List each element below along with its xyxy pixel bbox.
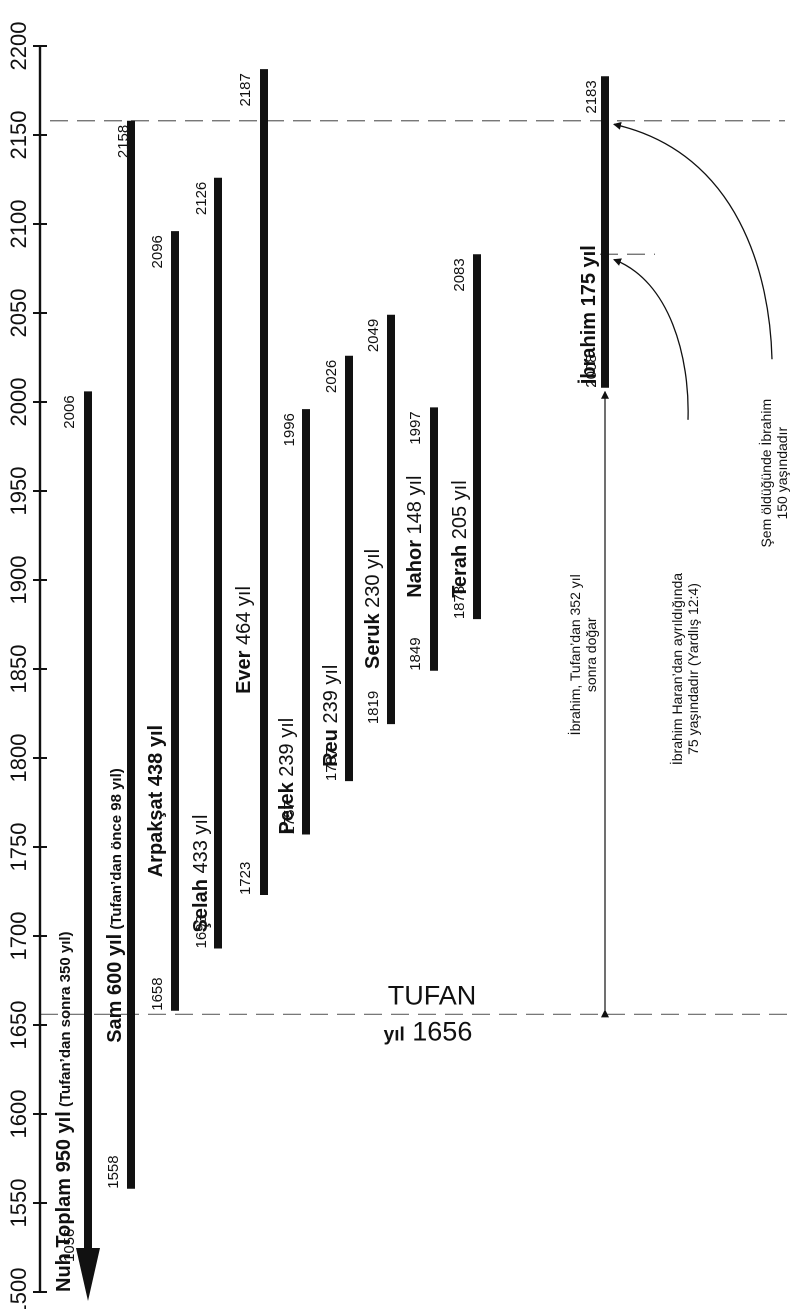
bar-end-label-10: 2183	[583, 80, 600, 113]
axis-tick-label-1550: 1550	[6, 1179, 31, 1228]
axis-tick-label-1950: 1950	[6, 467, 31, 516]
axis-tick-label-1800: 1800	[6, 734, 31, 783]
bar-start-label-6: 1787	[323, 748, 340, 781]
bar-name-label-1: Sam 600 yıl (Tufan’dan önce 98 yıl)	[104, 768, 126, 1043]
bar-name-label-10: İbrahim 175 yıl	[577, 245, 600, 384]
axis-tick-label-2050: 2050	[6, 289, 31, 338]
bar-end-label-2: 2096	[149, 235, 166, 268]
annotation-haran-line-1: 75 yaşındadır (Yardlış 12:4)	[685, 583, 701, 755]
bar-name-label-6: Reu 239 yıl	[320, 665, 342, 767]
bar-start-label-2: 1658	[149, 977, 166, 1010]
axis-tick-label-1750: 1750	[6, 823, 31, 872]
bar-end-label-6: 2026	[323, 360, 340, 393]
axis-tick-label-1900: 1900	[6, 556, 31, 605]
bar-name-label-5: Pelek 239 yıl	[276, 718, 298, 835]
axis-tick-label-2150: 2150	[6, 111, 31, 160]
axis-tick-label-1700: 1700	[6, 912, 31, 961]
bar-start-label-7: 1819	[365, 691, 382, 724]
bar-start-label-1: 1558	[105, 1155, 122, 1188]
bar-start-label-3: 1693	[193, 915, 210, 948]
bar-end-label-3: 2126	[193, 182, 210, 215]
bar-end-label-4: 2187	[237, 73, 254, 106]
haran-pointer-arrow	[613, 258, 689, 420]
axis-tick-label-2200: 2200	[6, 22, 31, 71]
annotation-sem-line-0: Şem öldüğünde İbrahim	[757, 399, 774, 548]
bar-start-label-0: 1056	[61, 1229, 78, 1262]
bar-end-label-9: 2083	[451, 258, 468, 291]
bar-start-label-4: 1723	[237, 862, 254, 895]
bar-start-label-10: 2008	[583, 354, 600, 387]
down-arrow-icon	[76, 1248, 100, 1301]
bar-start-label-8: 1849	[407, 637, 424, 670]
axis-tick-label-1600: 1600	[6, 1090, 31, 1139]
sem-pointer-arrow	[613, 121, 773, 360]
bar-start-label-5: 1757	[281, 801, 298, 834]
bar-name-label-4: Ever 464 yıl	[233, 586, 255, 694]
bar-end-label-0: 2006	[61, 395, 78, 428]
axis-tick-label-1650: 1650	[6, 1001, 31, 1050]
bar-name-label-3: Şelah 433 yıl	[190, 815, 212, 933]
axis-tick-label-1500: 1500	[6, 1268, 31, 1309]
bar-start-label-9: 1878	[451, 586, 468, 619]
axis-tick-label-2000: 2000	[6, 378, 31, 427]
annotation-birth-line-0: İbrahim, Tufan’dan 352 yıl	[566, 574, 583, 735]
bar-end-label-8: 1997	[407, 411, 424, 444]
bar-name-label-9: Terah 205 yıl	[449, 480, 471, 597]
bar-name-label-2: Arpakşat 438 yıl	[145, 725, 167, 877]
annotation-sem-line-1: 150 yaşındadır	[774, 427, 790, 520]
annotation-birth-line-1: sonra doğar	[583, 617, 599, 692]
bar-end-label-5: 1996	[281, 413, 298, 446]
bar-name-label-7: Seruk 230 yıl	[362, 549, 384, 669]
bar-name-label-8: Nahor 148 yıl	[404, 476, 426, 598]
bar-name-label-0: Nuh Toplam 950 yıl (Tufan’dan sonra 350 …	[53, 931, 75, 1292]
annotation-haran-line-0: İbrahim Haran’dan ayrıldığında	[668, 573, 685, 765]
bar-end-label-1: 2158	[115, 125, 132, 158]
tufan-year-label: yıl 1656	[384, 1016, 473, 1046]
axis-tick-label-1850: 1850	[6, 645, 31, 694]
axis-tick-label-2100: 2100	[6, 200, 31, 249]
tufan-title: TUFAN	[388, 980, 477, 1010]
bar-end-label-7: 2049	[365, 319, 382, 352]
